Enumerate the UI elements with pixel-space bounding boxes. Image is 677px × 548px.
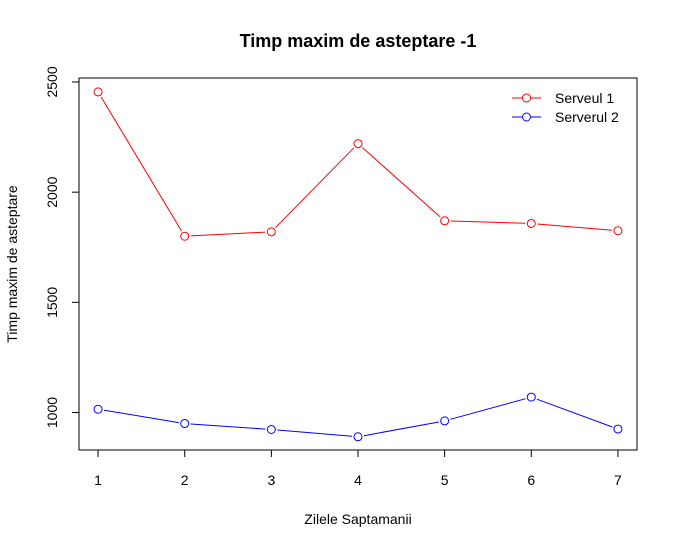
series-segment: [450, 398, 526, 420]
data-point: [440, 416, 450, 426]
x-tick-label: 1: [94, 472, 102, 488]
data-point: [180, 419, 190, 429]
y-tick-label: 2000: [44, 176, 60, 207]
data-point: [526, 218, 536, 228]
data-point: [613, 226, 623, 236]
series-segment: [537, 223, 613, 231]
series-segment: [277, 429, 353, 437]
series-segment: [275, 147, 355, 228]
series-segment: [103, 409, 179, 424]
legend-item-1: Serveul 1: [512, 90, 614, 106]
series-layer: [93, 87, 623, 442]
data-point: [353, 139, 363, 149]
data-point: [93, 404, 103, 414]
series-segment: [190, 231, 266, 237]
legend-item-2: Serverul 2: [512, 109, 619, 125]
x-tick-label: 2: [181, 472, 189, 488]
y-axis-label: Timp maxim de asteptare: [4, 185, 20, 343]
data-point: [180, 231, 190, 241]
x-tick-label: 4: [354, 472, 362, 488]
legend-marker: [522, 112, 531, 122]
y-tick-label: 2500: [44, 66, 60, 97]
x-axis-label: Zilele Saptamanii: [304, 511, 411, 527]
series-segment: [362, 147, 441, 218]
data-point: [440, 216, 450, 226]
x-tick-label: 3: [267, 472, 275, 488]
data-point: [266, 227, 276, 237]
data-point: [613, 424, 623, 434]
data-point: [93, 87, 103, 97]
legend: Serveul 1 Serverul 2: [512, 90, 619, 125]
series-segment: [190, 423, 266, 430]
y-tick-label: 1500: [44, 287, 60, 318]
series-segment: [100, 96, 183, 232]
y-axis: 1000 1500 2000 2500: [44, 66, 79, 428]
legend-label: Serverul 2: [555, 109, 619, 125]
x-axis: 1 2 3 4 5 6 7: [94, 450, 622, 488]
data-point: [266, 425, 276, 435]
series-segment: [450, 220, 526, 224]
series-segment: [363, 421, 439, 437]
data-point: [353, 432, 363, 442]
series-segment: [536, 398, 613, 428]
series-2: [93, 392, 623, 442]
series-1: [93, 87, 623, 241]
y-tick-label: 1000: [44, 397, 60, 428]
x-tick-label: 6: [527, 472, 535, 488]
chart-title: Timp maxim de asteptare -1: [240, 31, 477, 51]
data-point: [526, 392, 536, 402]
x-tick-label: 7: [614, 472, 622, 488]
plot-frame: [78, 77, 638, 451]
legend-marker: [522, 93, 531, 103]
x-tick-label: 5: [441, 472, 449, 488]
legend-label: Serveul 1: [555, 90, 614, 106]
